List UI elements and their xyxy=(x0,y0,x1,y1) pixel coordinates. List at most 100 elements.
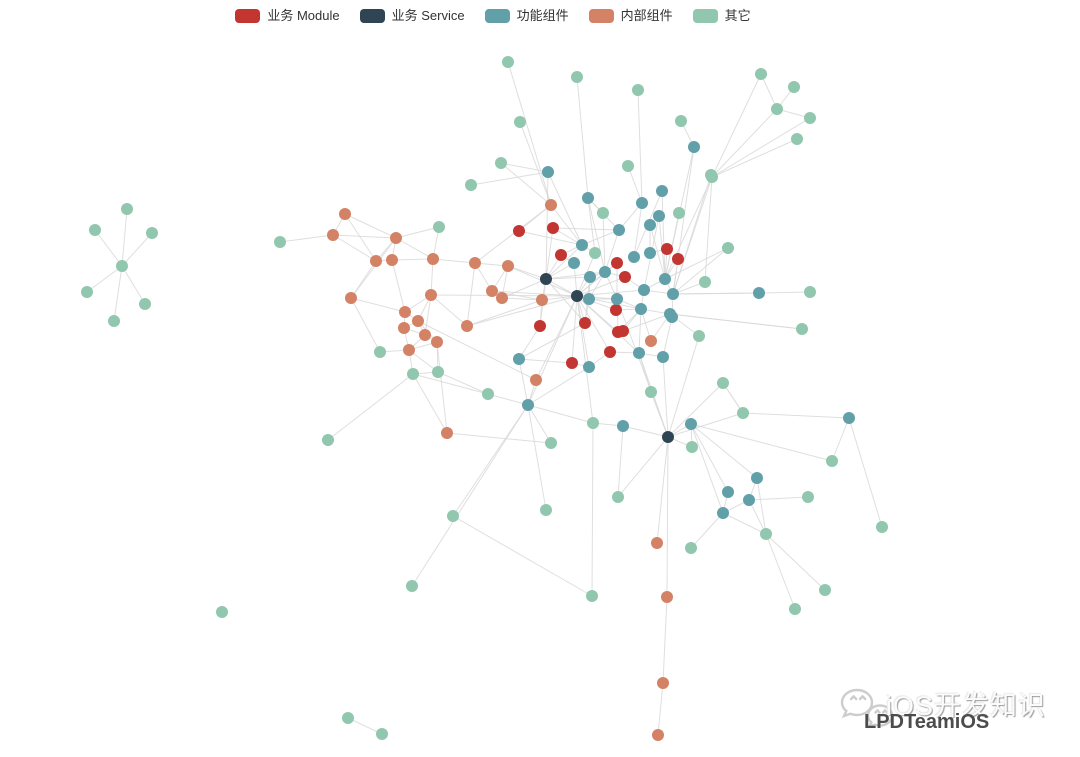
graph-node-internal-component[interactable] xyxy=(545,199,557,211)
legend-item-other[interactable]: 其它 xyxy=(692,9,751,23)
graph-node-internal-component[interactable] xyxy=(502,260,514,272)
graph-node-feature-component[interactable] xyxy=(635,303,647,315)
graph-node-other[interactable] xyxy=(686,441,698,453)
legend-item-feature-component[interactable]: 功能组件 xyxy=(484,9,569,23)
graph-node-other[interactable] xyxy=(802,491,814,503)
graph-node-feature-component[interactable] xyxy=(583,361,595,373)
graph-node-other[interactable] xyxy=(274,236,286,248)
graph-node-other[interactable] xyxy=(514,116,526,128)
graph-node-internal-component[interactable] xyxy=(652,729,664,741)
graph-node-other[interactable] xyxy=(699,276,711,288)
graph-node-internal-component[interactable] xyxy=(657,677,669,689)
graph-node-other[interactable] xyxy=(819,584,831,596)
graph-node-internal-component[interactable] xyxy=(486,285,498,297)
graph-node-business-module[interactable] xyxy=(617,325,629,337)
graph-node-other[interactable] xyxy=(685,542,697,554)
graph-node-other[interactable] xyxy=(116,260,128,272)
graph-node-feature-component[interactable] xyxy=(753,287,765,299)
graph-node-other[interactable] xyxy=(693,330,705,342)
graph-node-internal-component[interactable] xyxy=(339,208,351,220)
graph-node-feature-component[interactable] xyxy=(542,166,554,178)
graph-node-business-module[interactable] xyxy=(661,243,673,255)
graph-node-internal-component[interactable] xyxy=(661,591,673,603)
graph-node-other[interactable] xyxy=(675,115,687,127)
graph-node-other[interactable] xyxy=(612,491,624,503)
graph-node-feature-component[interactable] xyxy=(513,353,525,365)
graph-node-other[interactable] xyxy=(502,56,514,68)
graph-node-internal-component[interactable] xyxy=(469,257,481,269)
graph-node-feature-component[interactable] xyxy=(584,271,596,283)
graph-node-other[interactable] xyxy=(432,366,444,378)
graph-node-feature-component[interactable] xyxy=(638,284,650,296)
graph-node-business-module[interactable] xyxy=(619,271,631,283)
legend-chip-internal-component[interactable] xyxy=(588,9,614,23)
graph-node-feature-component[interactable] xyxy=(667,288,679,300)
graph-node-other[interactable] xyxy=(622,160,634,172)
graph-node-feature-component[interactable] xyxy=(717,507,729,519)
graph-node-feature-component[interactable] xyxy=(582,192,594,204)
graph-node-feature-component[interactable] xyxy=(633,347,645,359)
graph-node-other[interactable] xyxy=(788,81,800,93)
graph-node-other[interactable] xyxy=(876,521,888,533)
graph-node-feature-component[interactable] xyxy=(722,486,734,498)
graph-node-feature-component[interactable] xyxy=(522,399,534,411)
graph-node-business-module[interactable] xyxy=(566,357,578,369)
graph-node-other[interactable] xyxy=(81,286,93,298)
graph-node-other[interactable] xyxy=(406,580,418,592)
graph-node-feature-component[interactable] xyxy=(751,472,763,484)
graph-node-internal-component[interactable] xyxy=(530,374,542,386)
graph-node-other[interactable] xyxy=(789,603,801,615)
graph-node-internal-component[interactable] xyxy=(651,537,663,549)
graph-node-other[interactable] xyxy=(755,68,767,80)
graph-node-business-module[interactable] xyxy=(579,317,591,329)
graph-node-feature-component[interactable] xyxy=(583,293,595,305)
graph-node-internal-component[interactable] xyxy=(645,335,657,347)
graph-node-business-module[interactable] xyxy=(610,304,622,316)
graph-node-feature-component[interactable] xyxy=(599,266,611,278)
graph-node-feature-component[interactable] xyxy=(688,141,700,153)
graph-node-other[interactable] xyxy=(108,315,120,327)
graph-node-feature-component[interactable] xyxy=(628,251,640,263)
graph-node-other[interactable] xyxy=(791,133,803,145)
graph-node-other[interactable] xyxy=(376,728,388,740)
graph-node-other[interactable] xyxy=(717,377,729,389)
graph-node-business-service[interactable] xyxy=(571,290,583,302)
graph-node-other[interactable] xyxy=(597,207,609,219)
graph-node-other[interactable] xyxy=(645,386,657,398)
graph-node-other[interactable] xyxy=(673,207,685,219)
graph-node-internal-component[interactable] xyxy=(327,229,339,241)
graph-node-other[interactable] xyxy=(587,417,599,429)
graph-node-internal-component[interactable] xyxy=(427,253,439,265)
graph-node-internal-component[interactable] xyxy=(496,292,508,304)
graph-node-internal-component[interactable] xyxy=(536,294,548,306)
graph-node-other[interactable] xyxy=(796,323,808,335)
graph-node-feature-component[interactable] xyxy=(644,247,656,259)
graph-node-business-module[interactable] xyxy=(513,225,525,237)
graph-node-feature-component[interactable] xyxy=(743,494,755,506)
legend-chip-feature-component[interactable] xyxy=(484,9,510,23)
graph-node-other[interactable] xyxy=(737,407,749,419)
graph-node-feature-component[interactable] xyxy=(617,420,629,432)
graph-node-other[interactable] xyxy=(121,203,133,215)
graph-node-other[interactable] xyxy=(586,590,598,602)
graph-node-internal-component[interactable] xyxy=(419,329,431,341)
graph-node-other[interactable] xyxy=(804,286,816,298)
graph-node-business-service[interactable] xyxy=(662,431,674,443)
graph-node-other[interactable] xyxy=(632,84,644,96)
graph-node-internal-component[interactable] xyxy=(403,344,415,356)
graph-node-feature-component[interactable] xyxy=(685,418,697,430)
graph-node-other[interactable] xyxy=(771,103,783,115)
graph-node-other[interactable] xyxy=(139,298,151,310)
graph-node-other[interactable] xyxy=(706,171,718,183)
graph-node-feature-component[interactable] xyxy=(636,197,648,209)
graph-node-other[interactable] xyxy=(589,247,601,259)
graph-node-other[interactable] xyxy=(433,221,445,233)
graph-node-business-module[interactable] xyxy=(534,320,546,332)
graph-node-internal-component[interactable] xyxy=(399,306,411,318)
graph-node-feature-component[interactable] xyxy=(843,412,855,424)
graph-node-other[interactable] xyxy=(804,112,816,124)
graph-node-business-module[interactable] xyxy=(672,253,684,265)
graph-node-feature-component[interactable] xyxy=(613,224,625,236)
graph-node-business-module[interactable] xyxy=(547,222,559,234)
graph-node-other[interactable] xyxy=(571,71,583,83)
